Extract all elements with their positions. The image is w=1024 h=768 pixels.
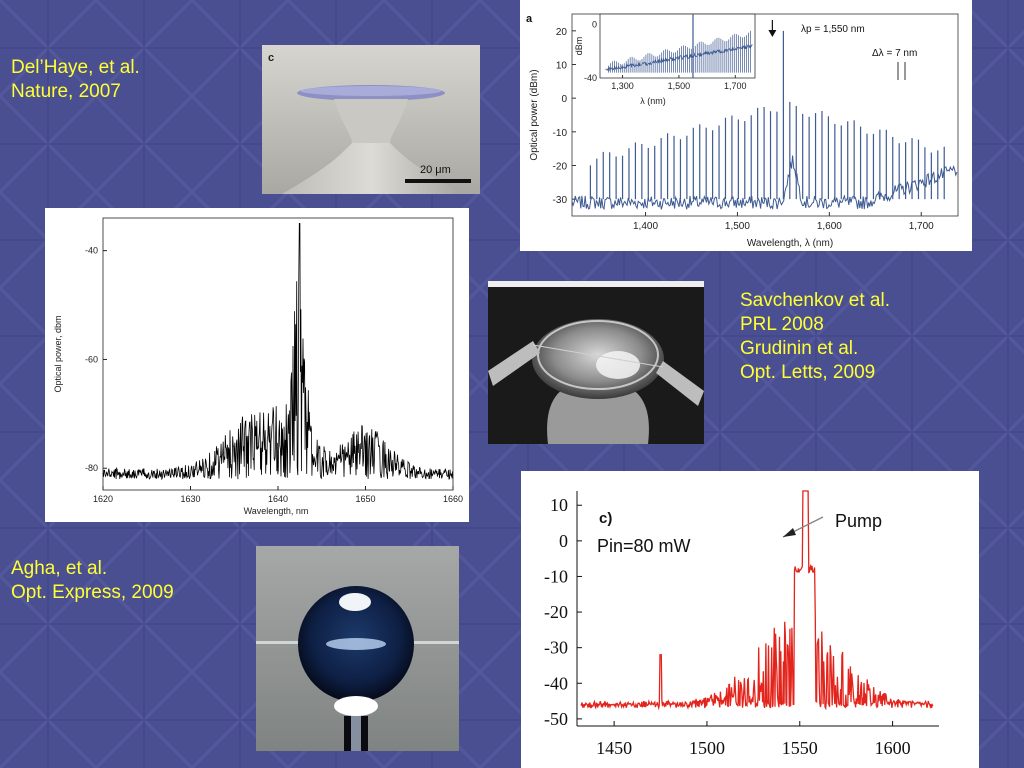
chart-a-y-tick-label: -20 [553,162,568,173]
chart-c-y-tick-label: 0 [559,531,568,551]
microsphere-photo [256,546,459,751]
caption-delhaye-journal: Nature, 2007 [11,81,121,102]
agha-spectrum-chart-c-svg: c) Pin=80 mW Pump 1450 1500 1550 1600 10 0 -10… [544,490,939,758]
caption-agha: Agha, et al. Opt. Express, 2009 [11,557,174,605]
toroid-scalebar [405,179,471,183]
caption-savchenkov-journal: PRL 2008 [740,314,824,335]
chart-a-inset-y-tick-label: -40 [584,73,597,83]
chart-a-y-tick-label: 10 [556,61,568,72]
chart-c-pump-annotation: Pump [835,511,882,531]
chart-a-inset-x-tick-label: 1,500 [668,81,691,91]
chart-a-inset-x-label: λ (nm) [640,96,666,106]
comb-spectrum-chart-a: a Optical power (dBm) Wavelength, λ (nm)… [520,0,972,251]
chart-a-y-tick-label: 20 [556,27,568,38]
chart-a-pump-arrowhead [768,30,777,37]
chart-a-x-axis-label: Wavelength, λ (nm) [747,238,833,249]
chart-b-y-tick-label: -80 [85,463,98,473]
chart-a-x-tick-label: 1,500 [725,221,750,232]
caption-agha-authors: Agha, et al. [11,558,108,579]
caption-grudinin-journal: Opt. Letts, 2009 [740,362,876,383]
chart-b-spectrum-trace [102,223,453,481]
chart-b-y-tick-label: -60 [85,354,98,364]
chart-c-spectrum-trace [580,490,934,711]
chart-c-power-annotation: Pin=80 mW [597,536,691,556]
chart-b-x-tick-label: 1630 [180,494,200,504]
chart-c-y-tick-label: -30 [544,638,568,658]
chart-a-spacing-annotation: Δλ = 7 nm [872,48,917,59]
chart-a-x-tick-label: 1,400 [633,221,658,232]
caption-agha-journal: Opt. Express, 2009 [11,582,174,603]
chart-b-x-tick-label: 1660 [443,494,463,504]
chart-c-panel-letter: c) [599,510,612,527]
comb-spectrum-chart-a-svg: a Optical power (dBm) Wavelength, λ (nm)… [526,13,959,249]
chart-c-x-tick-label: 1550 [782,738,818,758]
chart-a-y-tick-label: -10 [553,128,568,139]
savchenkov-spectrum-chart: Optical power, dbm Wavelength, nm 1620 16… [45,208,469,522]
toroid-microresonator-photo: c 20 μm [262,45,480,194]
chart-b-plot-frame [102,217,454,491]
caption-grudinin-authors: Grudinin et al. [740,338,859,359]
chart-a-inset-y-tick-label: 0 [592,20,597,30]
toroid-panel-letter: c [268,52,274,64]
chart-b-y-axis-label: Optical power, dbm [53,315,63,392]
chart-c-y-tick-label: -50 [544,709,568,729]
chart-a-inset-y-label: dBm [574,37,584,56]
toroid-scalebar-label: 20 μm [420,164,451,176]
chart-c-x-tick-label: 1450 [596,738,632,758]
chart-c-y-tick-label: -40 [544,673,568,693]
chart-a-panel-letter: a [526,13,533,25]
caption-savchenkov-grudinin: Savchenkov et al. PRL 2008 Grudinin et a… [740,289,890,385]
chart-a-x-tick-label: 1,600 [817,221,842,232]
chart-a-y-tick-label: 0 [561,94,567,105]
chart-c-y-tick-label: 10 [550,495,568,515]
chart-c-x-tick-label: 1600 [875,738,911,758]
chart-b-x-tick-label: 1650 [355,494,375,504]
caption-delhaye-authors: Del’Haye, et al. [11,57,140,78]
chart-c-y-tick-label: -10 [544,566,568,586]
crystalline-disk-resonator-photo [488,281,704,444]
chart-b-x-tick-label: 1620 [93,494,113,504]
chart-a-plot-frame [571,13,959,217]
chart-c-pump-arrowhead [783,528,796,537]
chart-b-y-tick-label: -40 [85,246,98,256]
chart-a-x-tick-label: 1,700 [909,221,934,232]
chart-b-x-axis-label: Wavelength, nm [244,506,309,516]
chart-b-x-tick-label: 1640 [268,494,288,504]
savchenkov-spectrum-chart-svg: Optical power, dbm Wavelength, nm 1620 16… [53,217,463,516]
chart-a-inset-x-tick-label: 1,700 [724,81,747,91]
agha-spectrum-chart-c: c) Pin=80 mW Pump 1450 1500 1550 1600 10 0 -10… [521,471,979,768]
chart-c-y-tick-label: -20 [544,602,568,622]
chart-c-x-tick-label: 1500 [689,738,725,758]
chart-a-pump-annotation: λp = 1,550 nm [801,24,865,35]
caption-savchenkov-authors: Savchenkov et al. [740,290,890,311]
chart-a-y-axis-label: Optical power (dBm) [529,69,540,160]
chart-a-inset-x-tick-label: 1,300 [611,81,634,91]
chart-a-y-tick-label: -30 [553,195,568,206]
caption-delhaye: Del’Haye, et al. Nature, 2007 [11,56,140,104]
